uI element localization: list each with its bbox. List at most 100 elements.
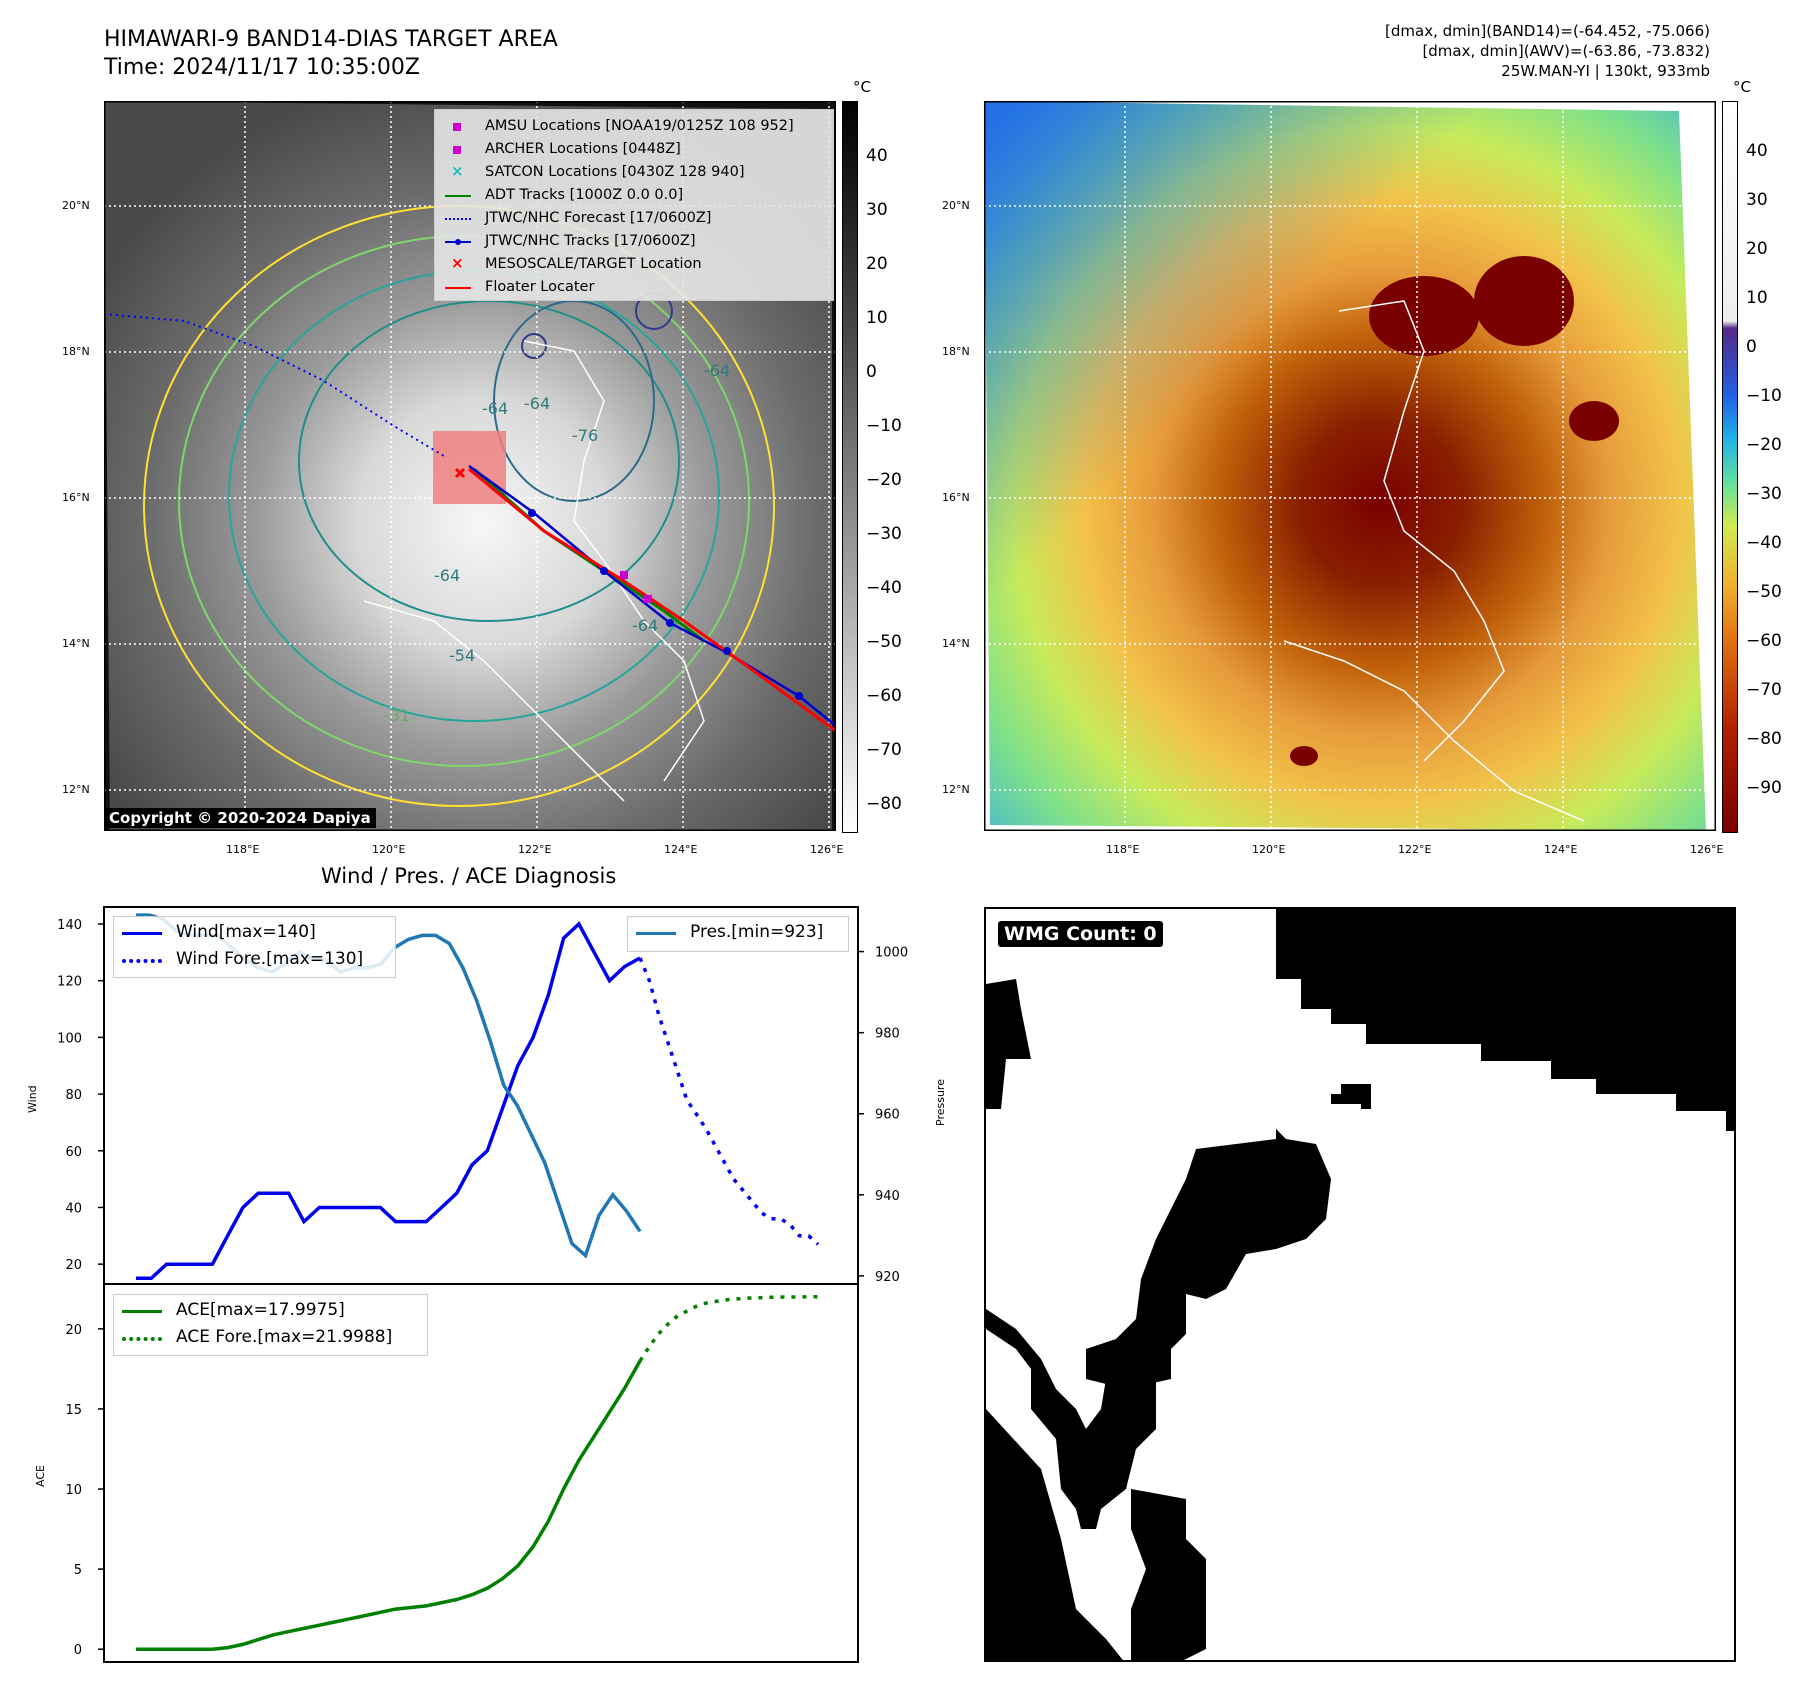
colorbar-tick: −10: [866, 416, 902, 436]
satcon-marker-icon: ×: [451, 162, 464, 180]
wmg-region-small: [1331, 1084, 1371, 1109]
stats-line-3: 25W.MAN-YI | 130kt, 933mb: [1501, 62, 1710, 80]
legend-label: MESOSCALE/TARGET Location: [485, 256, 702, 272]
ace-legend: ACE[max=17.9975] ACE Fore.[max=21.9988]: [113, 1294, 428, 1356]
wind-axis-label: Wind: [26, 1085, 39, 1113]
colorbar-tick: 10: [866, 308, 888, 328]
pressure-legend: Pres.[min=923]: [627, 916, 849, 952]
legend-label: ARCHER Locations [0448Z]: [485, 141, 681, 157]
diagnosis-title: Wind / Pres. / ACE Diagnosis: [321, 864, 617, 888]
lat-label: 14°N: [62, 637, 90, 650]
pressure-axis-tick-label: 980: [875, 1027, 900, 1042]
colorbar-tick: −40: [866, 578, 902, 598]
legend-item-archer: ARCHER Locations [0448Z]: [445, 139, 825, 162]
contour-label-2: -64: [524, 394, 550, 413]
colorbar-tick: −20: [866, 470, 902, 490]
lon-label: 118°E: [226, 843, 260, 856]
floater-line-icon: [445, 287, 471, 289]
ir-satellite-map: -64 -64 -64 -76 -64 -54 -31 -64 AMSU Loc…: [103, 100, 837, 832]
colorbar-tick: −20: [1746, 435, 1782, 455]
contour-label-6: -54: [449, 646, 475, 665]
amsu-marker-icon: [453, 123, 461, 131]
wind-axis-tick-label: 20: [65, 1258, 82, 1273]
pressure-legend-label: Pres.[min=923]: [690, 922, 824, 942]
ace-axis-tick-label: 5: [74, 1563, 82, 1578]
copyright-badge: Copyright © 2020-2024 Dapiya: [104, 808, 376, 828]
lon-label: 126°E: [810, 843, 844, 856]
wmg-region-bottom: [986, 1409, 1123, 1660]
wind-axis-tick-label: 140: [57, 918, 82, 933]
colorbar-tick: −80: [866, 794, 902, 814]
adt-line-icon: [445, 195, 471, 197]
lon-label: 120°E: [372, 843, 406, 856]
wmg-region-bottom-left: [986, 1309, 1156, 1529]
colorbar-tick: 40: [1746, 141, 1768, 161]
wind-forecast-legend-icon: [122, 959, 162, 963]
wmg-panel: WMG Count: 0: [984, 907, 1736, 1662]
right-colorbar: [1722, 101, 1738, 833]
contour-label-4: -76: [572, 426, 598, 445]
colorbar-tick: −60: [1746, 631, 1782, 651]
colorbar-tick: −80: [1746, 729, 1782, 749]
wmg-region-bottom-mid: [1131, 1489, 1206, 1660]
jtwc-forecast-line-icon: [445, 218, 471, 220]
contour-label-5: -64: [434, 566, 460, 585]
pressure-axis-tick-label: 940: [875, 1189, 900, 1204]
pressure-legend-line-icon: [636, 932, 676, 935]
colorbar-tick: 0: [866, 362, 877, 382]
wind-axis-tick-label: 120: [57, 975, 82, 990]
map-frame: [103, 100, 837, 832]
colorbar-tick: −30: [1746, 484, 1782, 504]
wmg-region-top-right: [1276, 909, 1734, 1131]
wmg-count-badge: WMG Count: 0: [998, 921, 1163, 947]
legend-label: ADT Tracks [1000Z 0.0 0.0]: [485, 187, 684, 203]
legend-item-amsu: AMSU Locations [NOAA19/0125Z 108 952]: [445, 116, 825, 139]
wind-legend-line-icon: [122, 932, 162, 935]
contour-label-3: -64: [704, 361, 730, 380]
ace-axis-tick-label: 15: [65, 1403, 82, 1418]
enhanced-ir-map: [983, 100, 1717, 832]
lon-label: 120°E: [1252, 843, 1286, 856]
wind-forecast-series-line: [638, 957, 820, 1246]
wind-axis-tick-label: 100: [57, 1031, 82, 1046]
legend-item-jtwc-forecast: JTWC/NHC Forecast [17/0600Z]: [445, 208, 825, 231]
lat-label: 12°N: [942, 783, 970, 796]
legend-item-floater: Floater Locater: [445, 277, 825, 300]
wind-legend-label: Wind[max=140]: [176, 922, 316, 942]
lon-label: 122°E: [1398, 843, 1432, 856]
stats-line-2: [dmax, dmin](AWV)=(-63.86, -73.832): [1422, 42, 1710, 60]
lon-label: 118°E: [1106, 843, 1140, 856]
colorbar-tick: 0: [1746, 337, 1757, 357]
lat-label: 18°N: [942, 345, 970, 358]
ace-forecast-series-line: [638, 1295, 818, 1362]
ace-forecast-legend-icon: [122, 1337, 162, 1341]
ace-axis-tick-label: 10: [65, 1483, 82, 1498]
colorbar-tick: 30: [1746, 190, 1768, 210]
colorbar-tick: 10: [1746, 288, 1768, 308]
contour-label-7: -31: [384, 706, 410, 725]
lon-label: 124°E: [1544, 843, 1578, 856]
colorbar-tick: −30: [866, 524, 902, 544]
mesoscale-target-marker: [454, 467, 466, 479]
colorbar-tick: −70: [1746, 680, 1782, 700]
left-colorbar: [842, 101, 858, 833]
ace-axis-tick-label: 0: [74, 1643, 82, 1658]
ace-legend-label: ACE[max=17.9975]: [176, 1300, 345, 1320]
lat-label: 20°N: [942, 199, 970, 212]
floater-locater-track: [468, 467, 837, 733]
archer-marker-icon: [453, 146, 461, 154]
ace-axis-tick-label: 20: [65, 1323, 82, 1338]
colorbar-tick: 20: [866, 254, 888, 274]
legend-item-mesoscale: × MESOSCALE/TARGET Location: [445, 254, 825, 277]
pressure-axis-tick-label: 960: [875, 1108, 900, 1123]
lat-label: 18°N: [62, 345, 90, 358]
pressure-axis-label: Pressure: [934, 1079, 947, 1126]
lat-label: 12°N: [62, 783, 90, 796]
wmg-region-left-top: [986, 979, 1031, 1109]
time-label: Time: 2024/11/17 10:35:00Z: [104, 55, 420, 80]
wind-legend: Wind[max=140] Wind Fore.[max=130]: [113, 916, 396, 978]
jtwc-forecast-track: [103, 313, 445, 457]
colorbar-tick: 40: [866, 146, 888, 166]
colorbar-tick: 20: [1746, 239, 1768, 259]
